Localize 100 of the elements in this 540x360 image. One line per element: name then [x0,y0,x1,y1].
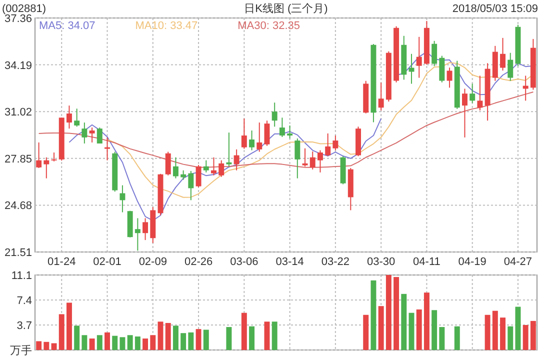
bar [89,338,95,350]
candlestick [66,105,72,130]
bar [172,326,178,350]
y-tick-label: 34.19 [4,60,32,72]
bar [530,320,536,350]
bar [363,314,369,350]
x-tick-label: 04-19 [458,256,486,268]
candlestick [279,117,285,138]
bar [484,314,490,350]
x-tick-label: 02-01 [93,256,122,268]
x-tick-label: 03-22 [321,256,350,268]
bar [165,322,171,350]
candlestick [310,150,316,170]
y-tick-label: 万手 [10,344,32,357]
x-tick-label: 02-09 [138,256,167,268]
candlestick [508,52,514,82]
bar [120,337,126,350]
bar [44,342,50,350]
candlestick [211,156,216,176]
bar [500,318,506,350]
text: MA5: 34.07 [39,20,96,32]
y-tick-label: 24.68 [4,200,32,212]
candlestick [203,160,209,173]
bar [416,309,422,350]
chart-subtitle: 日K线图 (三个月) [244,2,328,15]
candlestick [446,67,452,88]
y-tick-label: 21.51 [4,247,32,259]
candlestick [462,88,468,138]
bar [249,326,255,350]
bar [454,326,460,350]
candlestick [120,184,126,213]
y-tick-label: 7.4 [16,295,32,307]
candlestick [432,40,438,67]
bar [180,333,186,350]
bar [112,336,118,350]
bar [272,322,278,350]
x-tick-label: 03-06 [230,256,258,268]
y-tick-label: 31.02 [4,106,32,119]
candlestick [294,138,300,179]
candlestick [172,156,178,179]
bar [74,326,80,350]
candlestick [142,218,148,241]
candlestick [36,142,42,168]
bar [394,277,400,350]
bar [142,338,148,350]
candlestick [82,122,88,144]
candlestick [165,151,171,176]
candlestick [470,83,476,104]
y-tick-label: 27.85 [4,153,32,166]
bar [36,341,42,350]
bar [158,322,164,350]
bar [370,280,376,350]
bar [264,322,270,350]
candlestick [439,55,445,83]
y-tick-label: 37.36 [4,13,32,25]
candlestick [332,135,338,151]
bar [226,327,232,350]
candlestick [104,136,110,161]
candlestick [477,75,483,111]
y-tick-label: 11.1 [11,270,32,282]
text: MA10: 33.47 [135,20,198,32]
bar [188,332,194,350]
bar [82,335,88,350]
candlestick [317,150,323,173]
candlestick [500,37,506,72]
candlestick [226,132,232,168]
bar [150,335,156,350]
candlestick [287,124,293,139]
bar [408,312,414,350]
bar [439,327,445,350]
candlestick [416,36,422,78]
bar [96,335,102,350]
x-tick-label: 03-30 [367,256,396,268]
candlestick [325,132,331,157]
x-tick-label: 02-26 [184,256,213,268]
candlestick [378,82,384,111]
bar [196,329,202,350]
bar [492,310,498,350]
x-tick-label: 01-24 [48,256,76,268]
bar [66,302,72,350]
bar [241,312,247,350]
candlestick [44,156,50,179]
bar [515,306,521,350]
bar [522,325,528,350]
bar [104,332,110,350]
candlestick [256,122,262,152]
chart-title: (002881) [2,3,46,15]
bar [51,343,57,350]
text: 2018/05/03 15:09 [452,3,538,15]
candlestick [89,127,95,143]
x-tick-label: 04-27 [504,256,532,268]
candlestick [134,218,140,252]
text: MA30: 32.35 [238,20,300,32]
candlestick [302,148,308,168]
bar [58,314,64,350]
candlestick [51,152,57,162]
x-tick-label: 03-14 [276,256,304,268]
bar [508,326,514,350]
bar [378,306,384,350]
candlestick [96,127,102,144]
